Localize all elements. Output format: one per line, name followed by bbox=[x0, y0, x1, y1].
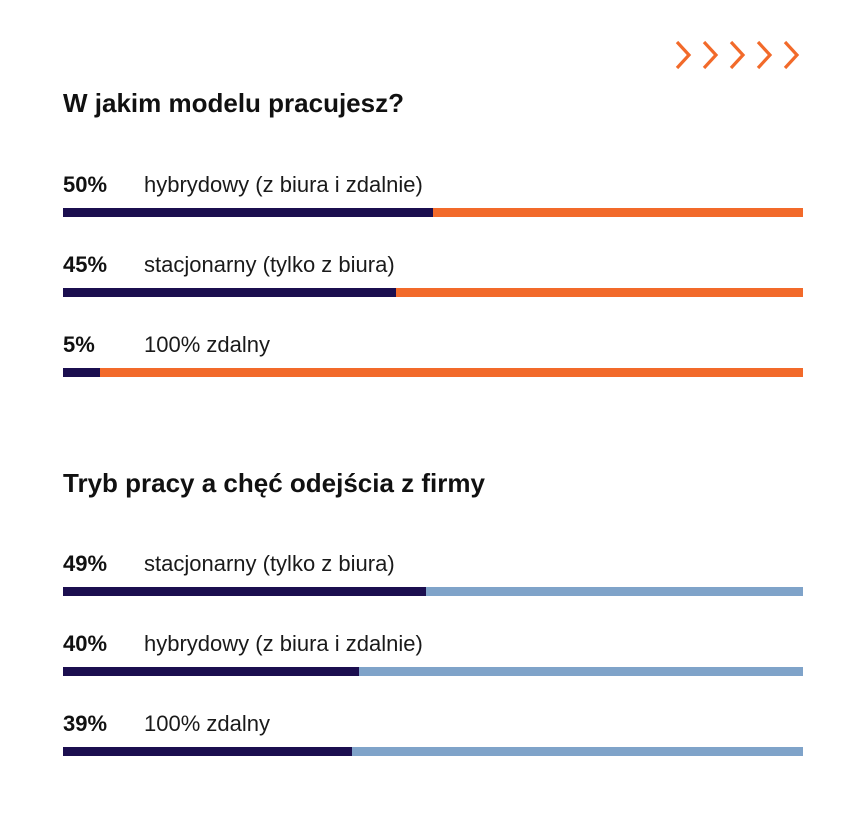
bar-track bbox=[63, 368, 803, 377]
chevron-right-icon bbox=[729, 40, 746, 70]
category-label: 100% zdalny bbox=[144, 711, 270, 736]
chart-1-row-1: 50% hybrydowy (z biura i zdalnie) bbox=[63, 170, 803, 230]
chart-1-row-2: 45% stacjonarny (tylko z biura) bbox=[63, 250, 803, 310]
chevrons-right-icon bbox=[675, 40, 800, 70]
category-label: stacjonarny (tylko z biura) bbox=[144, 551, 395, 576]
bar-track bbox=[63, 587, 803, 596]
value-label: 39% bbox=[63, 711, 108, 736]
bar bbox=[63, 747, 352, 756]
bar bbox=[63, 587, 426, 596]
bar-track bbox=[63, 208, 803, 217]
bar-track bbox=[63, 747, 803, 756]
value-label: 5% bbox=[63, 332, 95, 357]
chart-2-row-3: 39% 100% zdalny bbox=[63, 709, 803, 769]
category-label: hybrydowy (z biura i zdalnie) bbox=[144, 172, 423, 197]
value-label: 49% bbox=[63, 551, 108, 576]
bar bbox=[63, 667, 359, 676]
chart-2-title: Tryb pracy a chęć odejścia z firmy bbox=[63, 468, 485, 498]
value-label: 50% bbox=[63, 172, 108, 197]
chart-2-row-2: 40% hybrydowy (z biura i zdalnie) bbox=[63, 629, 803, 689]
category-label: stacjonarny (tylko z biura) bbox=[144, 252, 395, 277]
value-label: 40% bbox=[63, 631, 108, 656]
chevron-right-icon bbox=[783, 40, 800, 70]
chart-1-row-3: 5% 100% zdalny bbox=[63, 330, 803, 390]
bar bbox=[63, 288, 396, 297]
chart-2-row-1: 49% stacjonarny (tylko z biura) bbox=[63, 549, 803, 609]
chart-1-title: W jakim modelu pracujesz? bbox=[63, 88, 404, 118]
chevron-right-icon bbox=[675, 40, 692, 70]
bar bbox=[63, 208, 433, 217]
value-label: 45% bbox=[63, 252, 108, 277]
bar bbox=[63, 368, 100, 377]
chevron-right-icon bbox=[756, 40, 773, 70]
category-label: hybrydowy (z biura i zdalnie) bbox=[144, 631, 423, 656]
bar-track bbox=[63, 288, 803, 297]
category-label: 100% zdalny bbox=[144, 332, 270, 357]
bar-track bbox=[63, 667, 803, 676]
chevron-right-icon bbox=[702, 40, 719, 70]
